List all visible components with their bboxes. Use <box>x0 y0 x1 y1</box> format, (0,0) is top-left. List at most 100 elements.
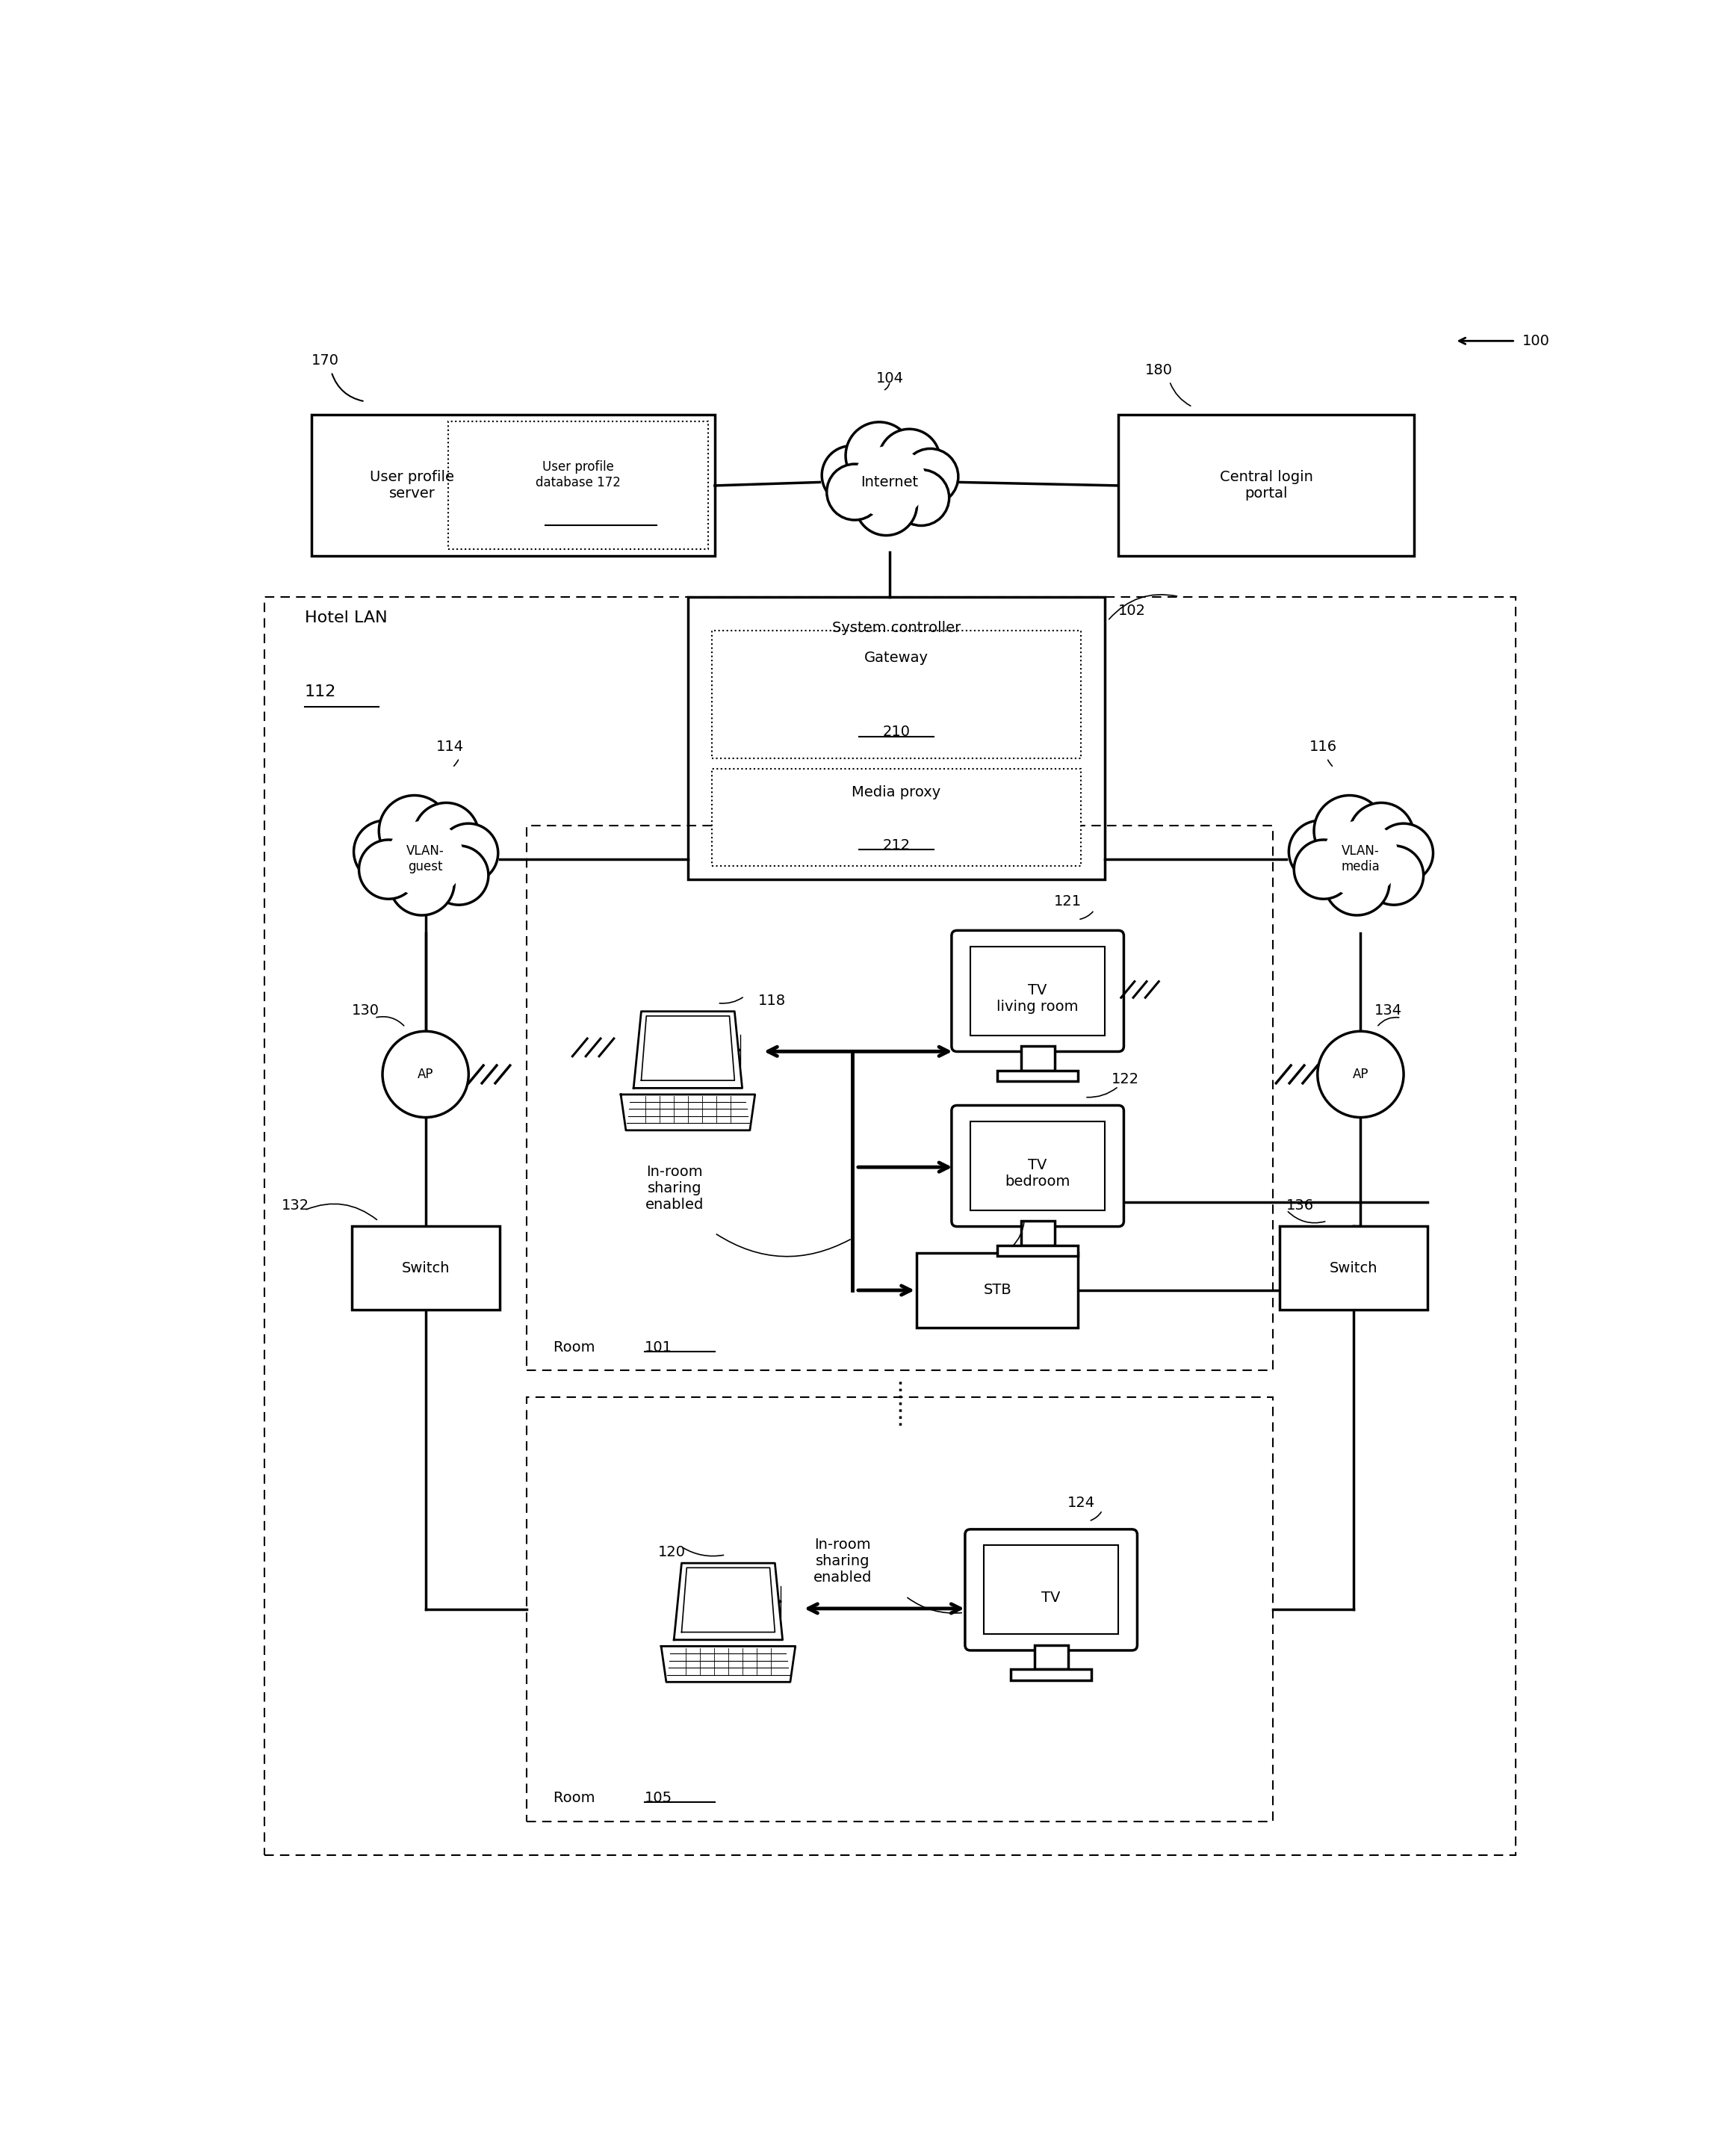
FancyBboxPatch shape <box>965 1529 1137 1650</box>
FancyBboxPatch shape <box>917 1254 1078 1327</box>
Text: Room: Room <box>554 1340 599 1355</box>
Text: 114: 114 <box>436 739 464 754</box>
FancyBboxPatch shape <box>970 1122 1106 1211</box>
Circle shape <box>1293 840 1352 898</box>
Text: VLAN-
guest: VLAN- guest <box>406 844 444 875</box>
FancyBboxPatch shape <box>687 597 1106 879</box>
Text: User profile
database 172: User profile database 172 <box>536 461 621 489</box>
Circle shape <box>439 823 498 883</box>
Circle shape <box>382 1032 469 1118</box>
FancyBboxPatch shape <box>951 1105 1123 1226</box>
Text: 124: 124 <box>1068 1497 1095 1510</box>
Text: TV: TV <box>1042 1590 1061 1605</box>
Text: STB: STB <box>983 1284 1012 1297</box>
FancyBboxPatch shape <box>998 1245 1078 1256</box>
Text: 120: 120 <box>658 1544 686 1559</box>
Circle shape <box>1373 823 1434 883</box>
Text: Internet: Internet <box>861 476 918 489</box>
Text: 123: 123 <box>1000 1202 1028 1215</box>
Circle shape <box>1349 803 1413 868</box>
Text: 134: 134 <box>1375 1004 1401 1019</box>
Text: 102: 102 <box>1118 603 1146 618</box>
Text: User profile
server: User profile server <box>370 470 455 502</box>
Text: AP: AP <box>417 1068 434 1081</box>
Circle shape <box>856 474 917 536</box>
Text: Media proxy: Media proxy <box>852 784 941 799</box>
Circle shape <box>826 463 882 519</box>
Text: AP: AP <box>1352 1068 1368 1081</box>
Circle shape <box>1364 847 1424 905</box>
Circle shape <box>1323 821 1399 898</box>
FancyBboxPatch shape <box>1021 1221 1054 1245</box>
Circle shape <box>387 821 464 898</box>
Circle shape <box>1314 795 1385 866</box>
Text: 121: 121 <box>1054 894 1082 909</box>
Text: Hotel LAN: Hotel LAN <box>304 610 387 625</box>
Circle shape <box>378 795 450 866</box>
Text: 210: 210 <box>882 726 910 739</box>
Circle shape <box>429 847 488 905</box>
FancyBboxPatch shape <box>1021 1047 1054 1071</box>
Circle shape <box>854 446 925 519</box>
Text: 170: 170 <box>311 353 339 368</box>
Polygon shape <box>674 1564 783 1639</box>
Polygon shape <box>621 1094 755 1131</box>
Text: In-room
sharing
enabled: In-room sharing enabled <box>814 1538 871 1585</box>
FancyBboxPatch shape <box>712 631 1082 758</box>
Text: 105: 105 <box>644 1790 672 1805</box>
Circle shape <box>1325 851 1389 915</box>
Text: Gateway: Gateway <box>865 651 929 666</box>
FancyBboxPatch shape <box>970 946 1106 1036</box>
Text: 100: 100 <box>1522 334 1550 349</box>
Text: 112: 112 <box>304 685 337 700</box>
Circle shape <box>389 823 462 896</box>
Circle shape <box>1288 821 1351 883</box>
FancyBboxPatch shape <box>984 1544 1118 1635</box>
Text: TV
living room: TV living room <box>996 984 1078 1015</box>
FancyBboxPatch shape <box>351 1226 500 1310</box>
Polygon shape <box>661 1646 795 1682</box>
Text: 122: 122 <box>1111 1073 1139 1086</box>
Circle shape <box>821 446 880 504</box>
Text: 136: 136 <box>1286 1200 1314 1213</box>
FancyBboxPatch shape <box>951 931 1123 1051</box>
Text: In-room
sharing
enabled: In-room sharing enabled <box>646 1165 703 1213</box>
Polygon shape <box>641 1017 734 1081</box>
Circle shape <box>389 851 455 915</box>
Text: Central login
portal: Central login portal <box>1220 470 1312 502</box>
FancyBboxPatch shape <box>1010 1669 1092 1680</box>
Text: Switch: Switch <box>401 1260 450 1275</box>
Text: 180: 180 <box>1146 364 1174 377</box>
Text: Room: Room <box>554 1790 599 1805</box>
FancyBboxPatch shape <box>712 769 1082 866</box>
Text: 212: 212 <box>882 838 910 853</box>
Circle shape <box>413 803 479 868</box>
Circle shape <box>894 470 950 526</box>
Circle shape <box>854 448 925 517</box>
Text: 101: 101 <box>644 1340 672 1355</box>
Circle shape <box>878 429 941 491</box>
FancyBboxPatch shape <box>998 1071 1078 1081</box>
Circle shape <box>903 448 958 504</box>
Circle shape <box>845 422 913 489</box>
Polygon shape <box>634 1012 743 1088</box>
Text: VLAN-
media: VLAN- media <box>1342 844 1380 875</box>
FancyBboxPatch shape <box>311 416 715 556</box>
Text: 132: 132 <box>281 1200 309 1213</box>
FancyBboxPatch shape <box>448 422 708 549</box>
Text: 130: 130 <box>351 1004 378 1019</box>
Text: TV
bedroom: TV bedroom <box>1005 1159 1071 1189</box>
Text: 104: 104 <box>877 370 903 386</box>
Circle shape <box>354 821 417 883</box>
Circle shape <box>359 840 418 898</box>
Text: System controller: System controller <box>832 620 960 635</box>
Text: Switch: Switch <box>1330 1260 1378 1275</box>
FancyBboxPatch shape <box>1118 416 1415 556</box>
FancyBboxPatch shape <box>1035 1646 1068 1669</box>
Circle shape <box>1318 1032 1404 1118</box>
Text: 118: 118 <box>759 993 786 1008</box>
FancyBboxPatch shape <box>1279 1226 1429 1310</box>
Polygon shape <box>682 1568 774 1633</box>
Circle shape <box>1323 823 1397 896</box>
Text: 116: 116 <box>1309 739 1337 754</box>
